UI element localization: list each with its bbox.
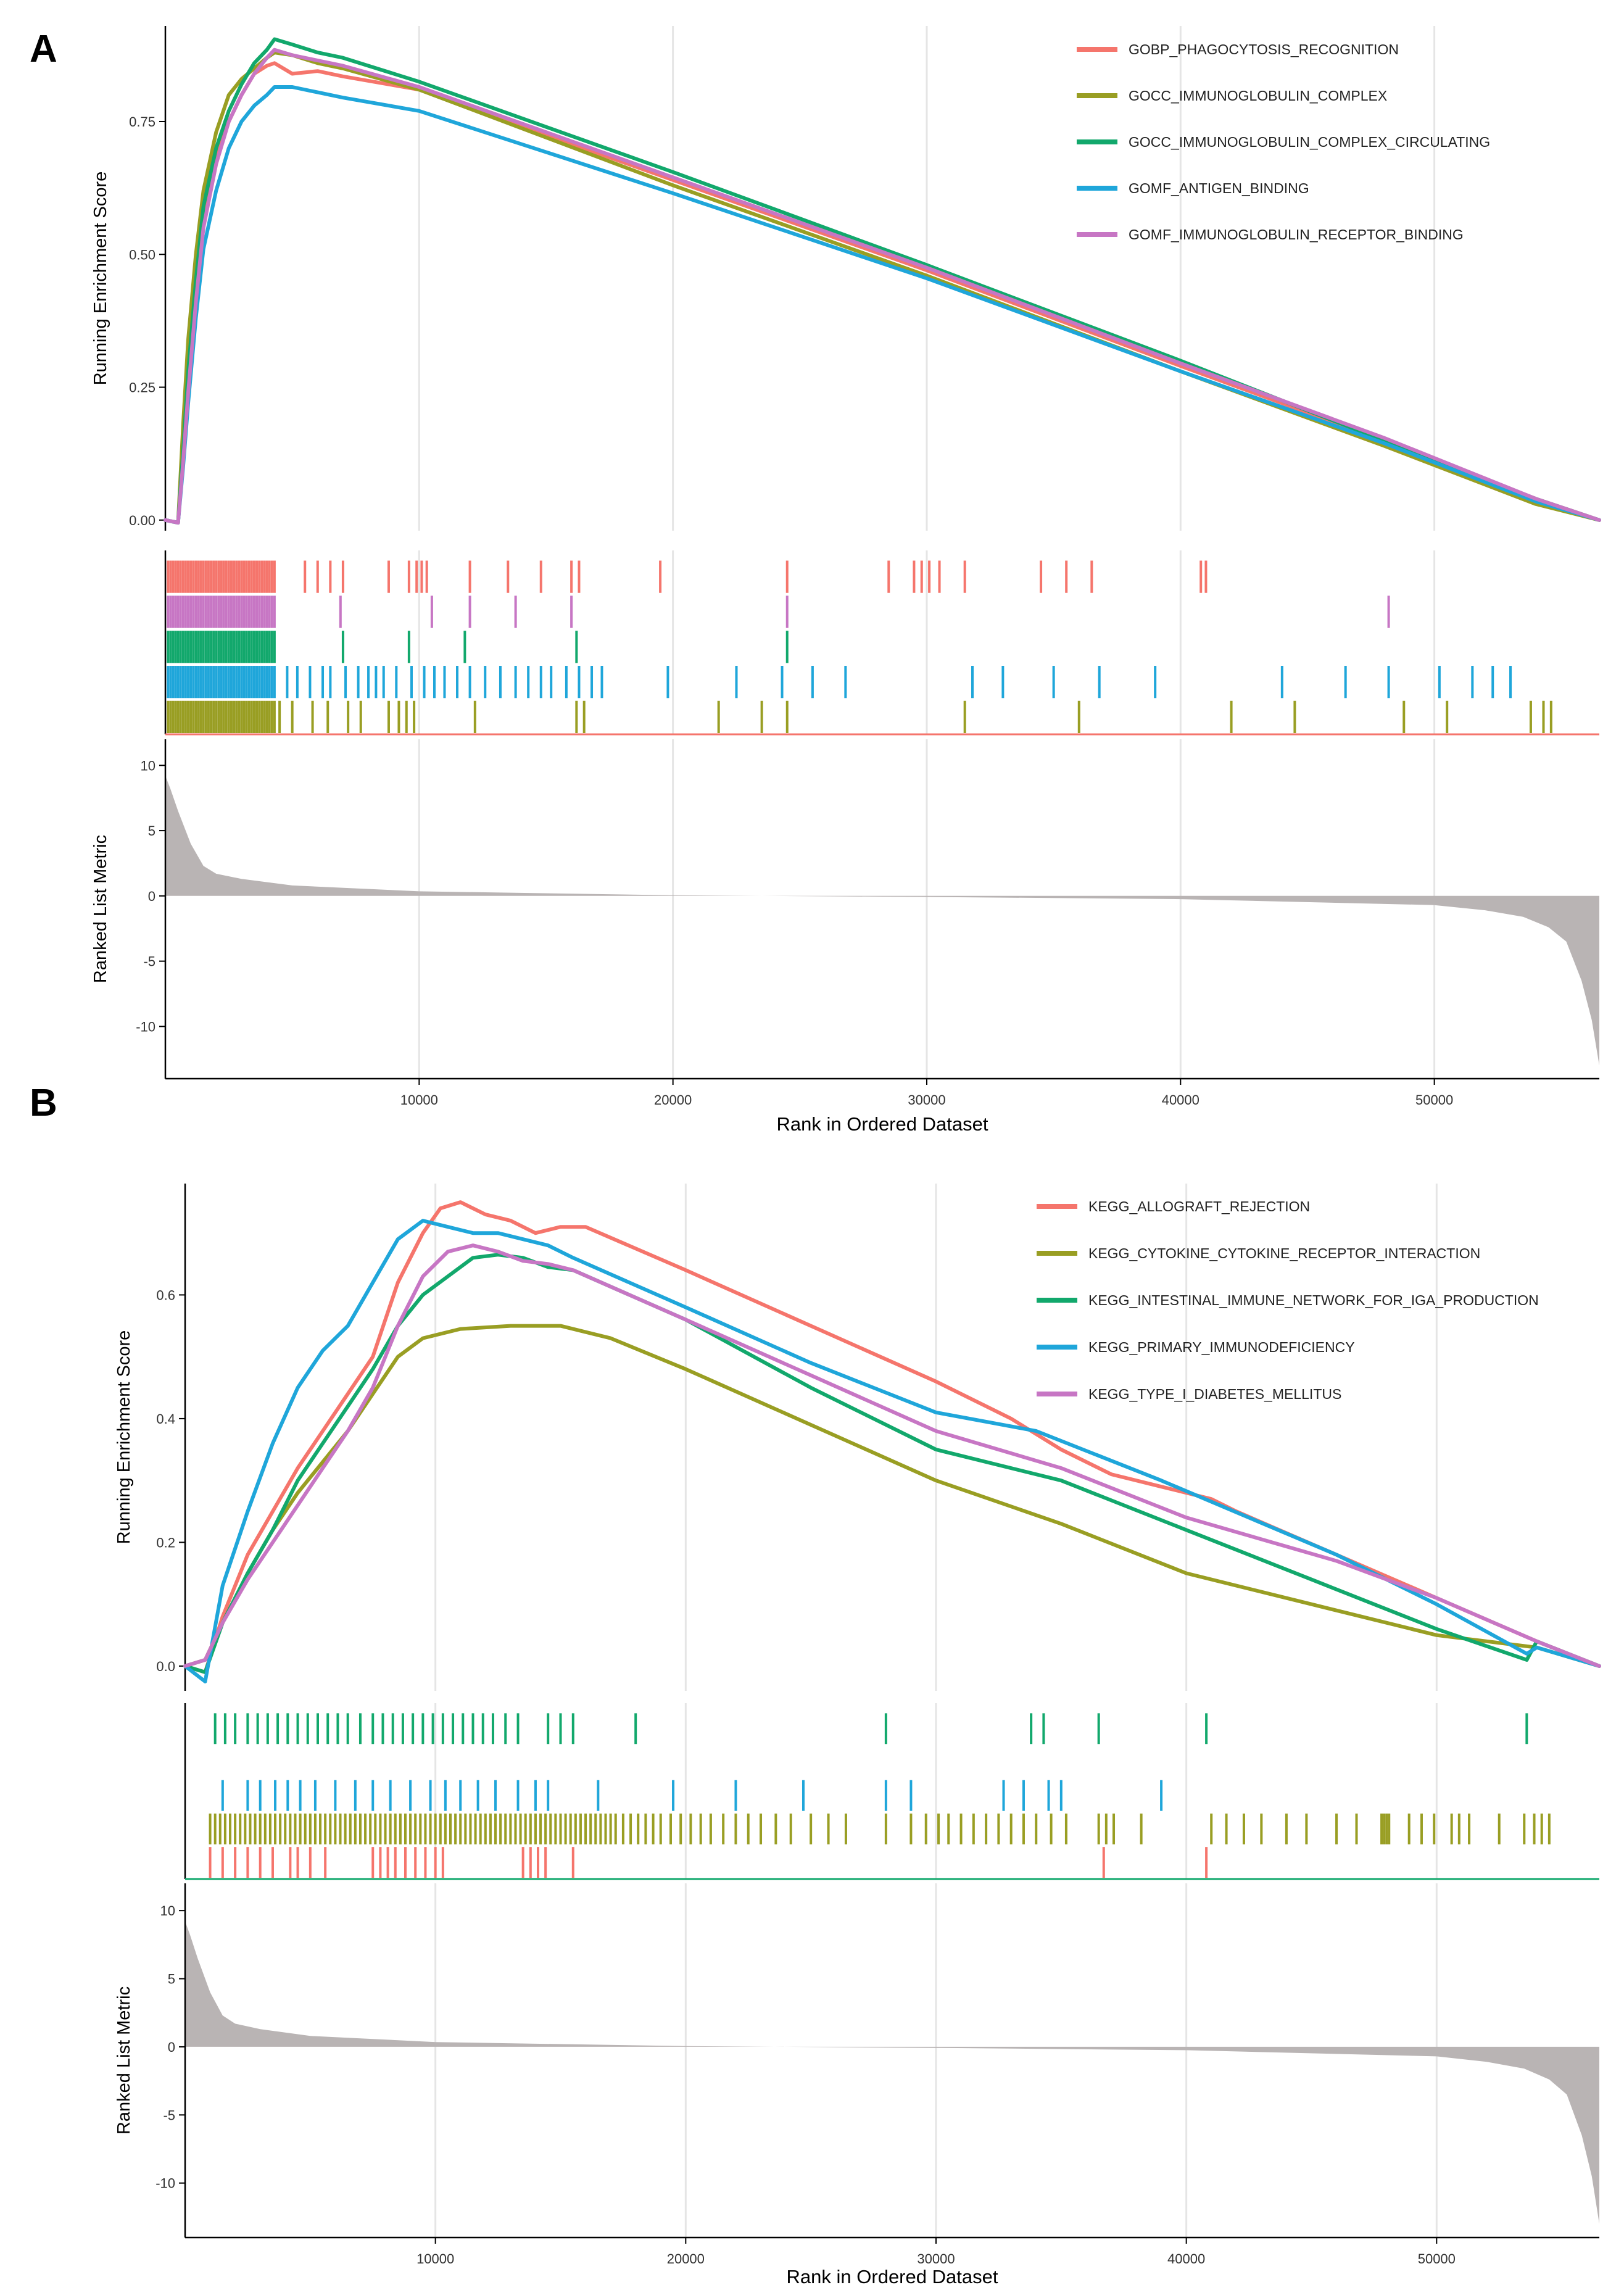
panel-a-label: A xyxy=(30,28,57,70)
panel-b-es-line-2 xyxy=(183,1324,1601,1668)
panel-a-es-line-4 xyxy=(164,85,1601,525)
panel-b-legend: KEGG_ALLOGRAFT_REJECTION KEGG_CYTOKINE_CY… xyxy=(1037,1198,1539,1402)
panel-b-metric-ytick-label: -5 xyxy=(163,2107,175,2123)
panel-b-xtick-label: 40000 xyxy=(1167,2251,1205,2267)
panel-b-legend-label-2: KEGG_CYTOKINE_CYTOKINE_RECEPTOR_INTERACT… xyxy=(1088,1245,1480,1261)
panel-a-metric-ytick-label: 5 xyxy=(148,823,155,839)
panel-b-metric-plot: 10 5 0 -5 -10 Ranked List Metric 10000 20000 300… xyxy=(114,1883,1599,2288)
panel-a-legend-label-4: GOMF_ANTIGEN_BINDING xyxy=(1129,180,1309,196)
panel-b-es-plot: 0.0 0.2 0.4 0.6 Running Enrichment Score KEGG… xyxy=(114,1184,1601,1691)
panel-b-es-ytick-label: 0.2 xyxy=(156,1535,175,1550)
panel-a-legend: GOBP_PHAGOCYTOSIS_RECOGNITION GOCC_IMMUNO… xyxy=(1077,41,1490,243)
panel-b-metric-ytick-label: 0 xyxy=(168,2039,175,2055)
panel-a-es-ylabel: Running Enrichment Score xyxy=(91,172,110,386)
panel-a-xtick-label: 10000 xyxy=(400,1092,438,1108)
panel-b-legend-label-3: KEGG_INTESTINAL_IMMUNE_NETWORK_FOR_IGA_P… xyxy=(1088,1292,1539,1308)
panel-a-xtick-label: 40000 xyxy=(1162,1092,1199,1108)
panel-a-es-line-2 xyxy=(164,51,1601,525)
panel-a-xtick-label: 50000 xyxy=(1415,1092,1453,1108)
panel-b-metric-ytick-label: 5 xyxy=(168,1972,175,1987)
panel-a-metric-plot: 10 5 0 -5 -10 Ranked List Metric 10000 20000 300… xyxy=(91,739,1599,1135)
panel-b-es-line-3 xyxy=(183,1253,1601,1674)
panel-a-es-ytick-label: 0.25 xyxy=(129,380,155,396)
panel-a-es-ytick-label: 0.50 xyxy=(129,247,155,262)
panel-a-metric-ytick-label: 10 xyxy=(141,758,155,773)
panel-b-es-line-5 xyxy=(183,1243,1601,1668)
panel-b: B 0.0 0.2 0.4 0.6 Running Enrichment Score KEG… xyxy=(30,1082,1601,2288)
panel-b-legend-label-5: KEGG_TYPE_I_DIABETES_MELLITUS xyxy=(1088,1386,1341,1402)
panel-b-metric-ylabel: Ranked List Metric xyxy=(114,1986,134,2134)
panel-a-metric-area xyxy=(165,776,1599,1066)
panel-a-es-line-5 xyxy=(164,48,1601,525)
panel-b-xlabel: Rank in Ordered Dataset xyxy=(787,2266,998,2287)
panel-a-es-ytick-label: 0.75 xyxy=(129,114,155,130)
panel-a-legend-label-5: GOMF_IMMUNOGLOBULIN_RECEPTOR_BINDING xyxy=(1129,226,1464,243)
panel-b-hits-plot xyxy=(184,1703,1599,1880)
panel-a-es-plot: 0.00 0.25 0.50 0.75 Running Enrichment Score… xyxy=(91,26,1601,531)
panel-b-es-line-4 xyxy=(183,1219,1601,1683)
panel-b-xtick-label: 10000 xyxy=(416,2251,454,2267)
panel-a-es-ytick-label: 0.00 xyxy=(129,513,155,528)
panel-a-xlabel: Rank in Ordered Dataset xyxy=(777,1113,988,1135)
panel-b-es-ytick-label: 0.4 xyxy=(156,1411,175,1427)
panel-b-metric-area xyxy=(185,1921,1599,2224)
panel-a-metric-ylabel: Ranked List Metric xyxy=(91,835,110,983)
panel-a-legend-label-2: GOCC_IMMUNOGLOBULIN_COMPLEX xyxy=(1129,88,1387,104)
panel-b-metric-ytick-label: -10 xyxy=(155,2176,175,2191)
panel-b-xtick-label: 50000 xyxy=(1418,2251,1456,2267)
panel-a: A 0.00 0.25 0.50 0.75 Running Enrichment Scor… xyxy=(30,26,1601,1135)
panel-b-xtick-label: 30000 xyxy=(917,2251,955,2267)
panel-b-label: B xyxy=(30,1082,57,1124)
panel-b-metric-ytick-label: 10 xyxy=(160,1903,175,1919)
panel-b-legend-label-4: KEGG_PRIMARY_IMMUNODEFICIENCY xyxy=(1088,1339,1355,1355)
panel-a-metric-ytick-label: -10 xyxy=(136,1019,155,1034)
panel-a-hits-plot xyxy=(164,550,1599,736)
panel-b-es-ytick-label: 0.6 xyxy=(156,1287,175,1303)
panel-a-legend-label-3: GOCC_IMMUNOGLOBULIN_COMPLEX_CIRCULATING xyxy=(1129,134,1490,150)
panel-b-es-ytick-label: 0.0 xyxy=(156,1659,175,1674)
panel-a-legend-label-1: GOBP_PHAGOCYTOSIS_RECOGNITION xyxy=(1129,41,1399,57)
panel-b-es-line-1 xyxy=(183,1200,1601,1674)
panel-a-metric-ytick-label: -5 xyxy=(143,954,155,969)
panel-a-es-line-1 xyxy=(164,61,1601,525)
panel-a-es-line-3 xyxy=(164,37,1601,525)
panel-b-legend-label-1: KEGG_ALLOGRAFT_REJECTION xyxy=(1088,1198,1310,1214)
panel-a-xtick-label: 30000 xyxy=(908,1092,945,1108)
panel-a-xtick-label: 20000 xyxy=(654,1092,692,1108)
panel-b-xtick-label: 20000 xyxy=(667,2251,705,2267)
panel-b-es-ylabel: Running Enrichment Score xyxy=(114,1330,134,1545)
panel-a-metric-ytick-label: 0 xyxy=(148,889,155,904)
